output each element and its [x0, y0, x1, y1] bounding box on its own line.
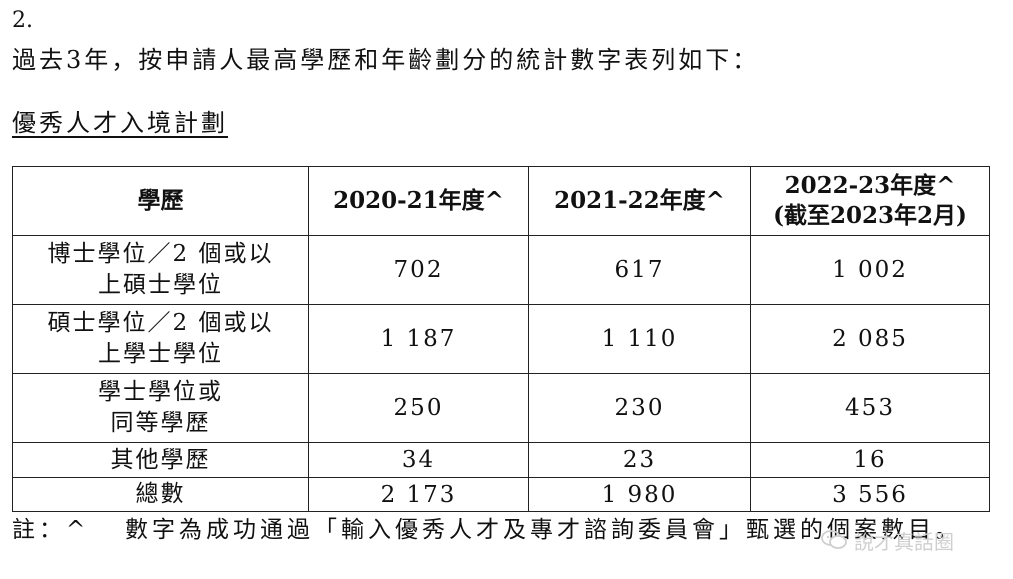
cell-2020-21: 2 173	[308, 477, 529, 512]
cell-2022-23: 2 085	[750, 304, 990, 374]
row-label: 博士學位／2 個或以 上碩士學位	[12, 235, 309, 305]
footnote-text: 數字為成功通過「輸入優秀人才及專才諮詢委員會」甄選的個案數目。	[125, 517, 962, 543]
header-2021-22: 2021-22年度^	[528, 166, 751, 236]
watermark: 說才真話圈	[820, 526, 985, 554]
cell-2020-21: 250	[308, 373, 529, 443]
watermark-text: 說才真話圈	[854, 529, 954, 554]
table-row: 博士學位／2 個或以 上碩士學位 702 617 1 002	[12, 235, 990, 305]
cell-2022-23: 3 556	[750, 477, 990, 512]
cell-2021-22: 617	[528, 235, 751, 305]
header-2022-23: 2022-23年度^ (截至2023年2月)	[750, 166, 990, 236]
row-label-total: 總數	[12, 477, 309, 512]
footnote: 註：^ 數字為成功通過「輸入優秀人才及專才諮詢委員會」甄選的個案數目。	[12, 514, 1002, 547]
header-education: 學歷	[12, 166, 309, 236]
cell-2021-22: 1 980	[528, 477, 751, 512]
row-label: 其他學歷	[12, 442, 309, 478]
chat-bubbles-icon	[821, 530, 847, 549]
intro-paragraph: 過去3年，按申請人最高學歷和年齡劃分的統計數字表列如下：	[12, 46, 760, 74]
table-row: 學士學位或 同等學歷 250 230 453	[12, 373, 990, 443]
cell-2020-21: 702	[308, 235, 529, 305]
table-header-row: 學歷 2020-21年度^ 2021-22年度^ 2022-23年度^ (截至2…	[12, 166, 990, 236]
table-row: 其他學歷 34 23 16	[12, 442, 990, 478]
header-2022-23-year: 2022-23年度^	[784, 172, 956, 199]
cell-2022-23: 16	[750, 442, 990, 478]
row-label: 學士學位或 同等學歷	[12, 373, 309, 443]
section-number: 2.	[12, 8, 33, 33]
cell-2022-23: 453	[750, 373, 990, 443]
cell-2020-21: 1 187	[308, 304, 529, 374]
cell-2021-22: 23	[528, 442, 751, 478]
cell-2021-22: 230	[528, 373, 751, 443]
header-2022-23-note: (截至2023年2月)	[773, 202, 967, 229]
cell-2021-22: 1 110	[528, 304, 751, 374]
cell-2022-23: 1 002	[750, 235, 990, 305]
header-2020-21: 2020-21年度^	[308, 166, 529, 236]
table-row: 碩士學位／2 個或以 上學士學位 1 187 1 110 2 085	[12, 304, 990, 374]
scheme-title: 優秀人才入境計劃	[12, 109, 228, 137]
footnote-mark: 註：^	[12, 517, 90, 543]
table-total-row: 總數 2 173 1 980 3 556	[12, 477, 990, 512]
cell-2020-21: 34	[308, 442, 529, 478]
row-label: 碩士學位／2 個或以 上學士學位	[12, 304, 309, 374]
statistics-table: 學歷 2020-21年度^ 2021-22年度^ 2022-23年度^ (截至2…	[12, 166, 990, 512]
